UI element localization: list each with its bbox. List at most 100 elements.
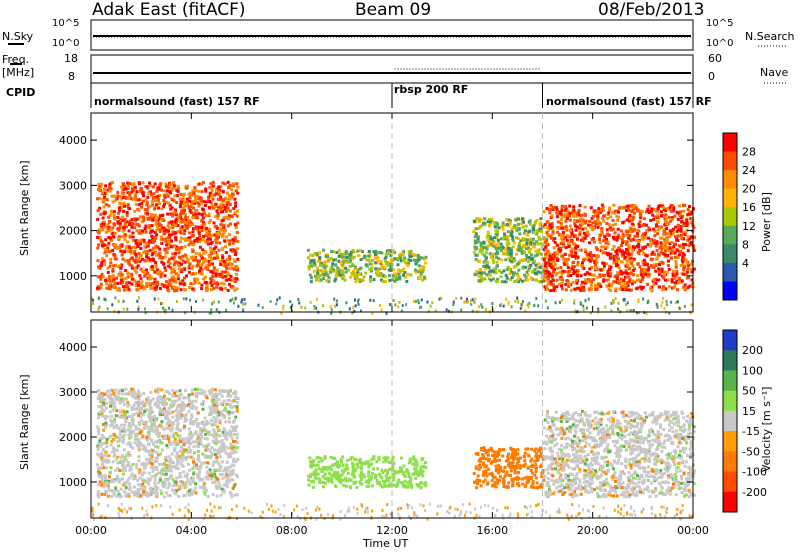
echo-cell [393,250,397,254]
echo-cell [174,431,178,435]
echo-cell [211,493,215,497]
echo-cell [200,283,204,287]
echo-cell [421,256,425,260]
scatter-cell [665,303,668,307]
echo-cell [512,273,516,277]
echo-cell [233,260,237,263]
scatter-cell [407,514,410,518]
echo-cell [529,241,533,245]
scatter-cell [525,506,528,510]
echo-cell [608,208,612,212]
echo-cell [642,267,646,271]
echo-cell [96,217,100,221]
echo-cell [495,256,499,259]
echo-cell [551,283,555,287]
echo-cell [96,286,100,290]
echo-cell [106,246,110,250]
scatter-cell [629,309,632,313]
scatter-cell [637,298,640,302]
echo-cell [155,468,159,471]
echo-cell [158,247,162,251]
echo-cell [122,483,125,487]
echo-cell [651,250,655,254]
echo-cell [555,285,559,289]
echo-cell [473,220,477,224]
echo-cell [208,219,212,223]
echo-cell [229,433,233,437]
echo-cell [397,269,401,273]
echo-cell [114,486,118,490]
echo-cell [213,430,217,434]
echo-cell [658,204,662,208]
echo-cell [417,264,421,268]
echo-cell [475,217,479,221]
echo-cell [96,425,100,429]
echo-cell [513,259,517,263]
echo-cell [225,402,229,406]
scatter-cell [650,512,653,516]
echo-cell [157,217,161,221]
echo-cell [110,194,114,198]
echo-cell [108,284,111,288]
echo-cell [552,253,556,257]
echo-cell [618,281,622,285]
echo-cell [621,271,625,275]
echo-cell [668,234,672,238]
scatter-cell [137,296,140,300]
echo-cell [128,465,132,469]
scatter-cell [549,514,552,518]
echo-cell [108,264,112,268]
echo-cell [561,271,564,275]
echo-cell [389,265,393,269]
echo-cell [669,209,673,213]
echo-cell [205,396,209,400]
echo-cell [395,275,399,279]
echo-cell [133,209,137,213]
echo-cell [171,245,175,248]
echo-cell [672,206,676,209]
echo-cell [398,271,402,274]
scatter-cell [92,302,94,306]
echo-cell [101,216,105,220]
echo-cell [197,189,201,193]
echo-cell [607,287,611,291]
echo-cell [662,206,665,209]
echo-cell [635,278,639,282]
echo-cell [316,276,320,279]
echo-cell [233,288,237,292]
echo-cell [552,246,556,250]
echo-cell [105,286,109,290]
echo-cell [160,448,164,452]
echo-cell [519,278,523,282]
echo-cell [112,280,116,284]
echo-cell [403,270,407,274]
echo-cell [182,192,186,196]
echo-cell [118,194,122,198]
scatter-cell [634,513,637,517]
echo-cell [149,406,153,410]
echo-cell [188,286,192,289]
echo-cell [218,260,222,263]
echo-cell [631,204,635,207]
scatter-cell [247,509,250,513]
echo-cell [124,458,128,462]
echo-cell [418,256,422,259]
echo-cell [200,256,204,260]
scatter-cell [348,509,351,513]
echo-cell [376,259,380,263]
echo-cell [129,251,133,255]
echo-cell [236,257,240,261]
echo-cell [141,191,145,195]
echo-cell [203,204,207,207]
echo-cell [204,228,208,232]
echo-cell [111,249,115,253]
echo-cell [581,236,585,240]
echo-cell [552,238,556,242]
echo-cell [643,258,646,262]
echo-cell [222,469,226,473]
echo-cell [591,221,595,225]
echo-cell [136,280,140,284]
echo-cell [135,281,139,285]
echo-cell [631,282,634,286]
scatter-cell [354,304,357,308]
